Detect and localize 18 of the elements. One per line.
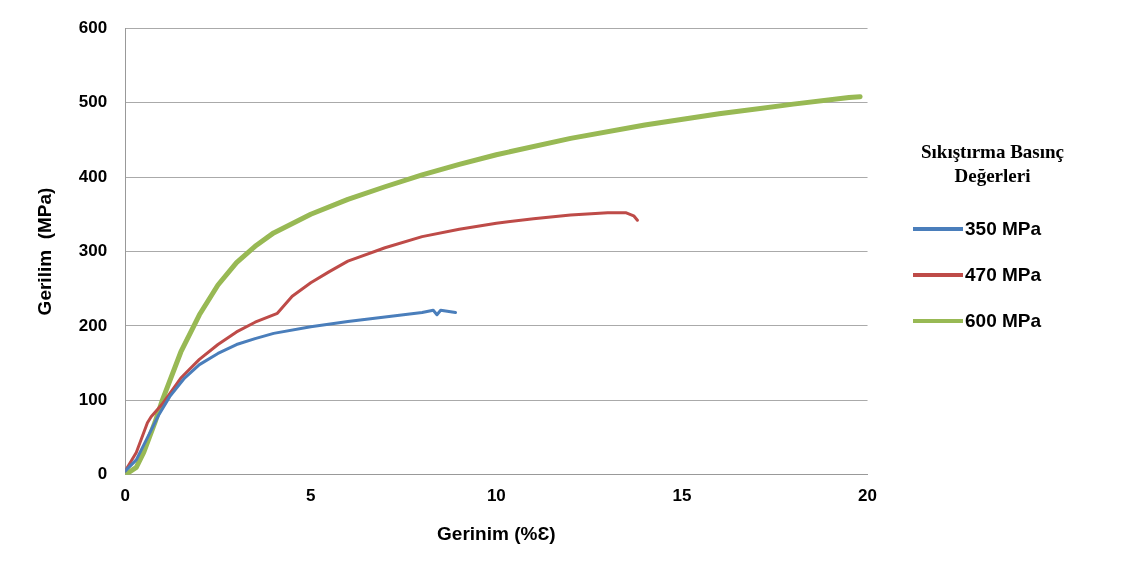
x-tick-label: 0: [120, 485, 130, 505]
y-tick-label: 600: [78, 17, 108, 37]
y-tick-label: 500: [78, 92, 108, 112]
legend-label: 600 MPa: [965, 310, 1042, 332]
y-tick-label: 400: [78, 166, 108, 186]
x-axis-title: Gerinim (%Ɛ): [437, 522, 556, 544]
y-tick-label: 300: [78, 241, 108, 261]
y-tick-label: 200: [78, 315, 108, 335]
x-tick-label: 5: [306, 485, 316, 505]
legend-label: 350 MPa: [965, 218, 1042, 240]
x-tick-label: 15: [672, 485, 692, 505]
y-axis-title: Gerilim (MPa): [33, 187, 55, 316]
legend-title: Sıkıştırma Basınç Değerleri: [919, 140, 1066, 188]
x-tick-label: 20: [858, 485, 878, 505]
x-tick-label: 10: [486, 485, 506, 505]
y-tick-label: 0: [97, 464, 108, 484]
y-tick-label: 100: [78, 390, 108, 410]
legend-label: 470 MPa: [965, 264, 1042, 286]
